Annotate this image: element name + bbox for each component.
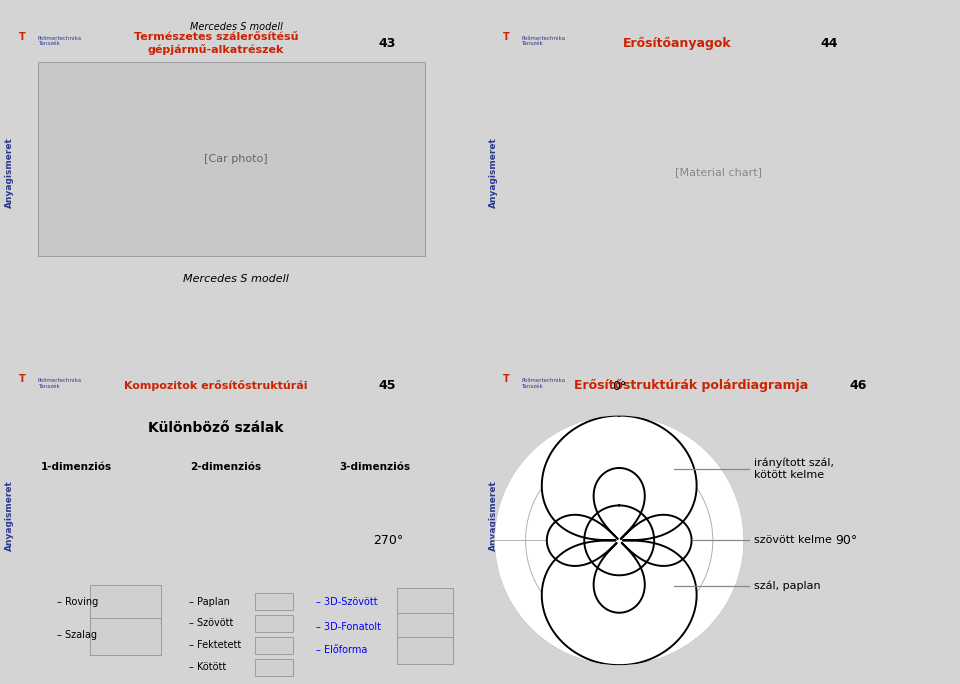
Text: szál, paplan: szál, paplan <box>754 581 820 591</box>
Text: Polimertechnika
Tanszék: Polimertechnika Tanszék <box>37 378 82 389</box>
Bar <box>89 618 160 655</box>
Text: [Material chart]: [Material chart] <box>675 168 761 177</box>
Text: T: T <box>19 374 26 384</box>
Text: Anyagismeret: Anyagismeret <box>489 480 497 551</box>
Text: – Szalag: – Szalag <box>57 630 97 640</box>
Polygon shape <box>541 416 697 665</box>
Text: – 3D-Fonatolt: – 3D-Fonatolt <box>317 622 381 632</box>
Text: T: T <box>503 32 510 42</box>
Text: – Paplan: – Paplan <box>189 596 229 607</box>
Polygon shape <box>547 468 691 613</box>
Text: Különböző szálak: Különböző szálak <box>148 421 284 435</box>
Bar <box>255 637 293 654</box>
Text: Polimertechnika
Tanszék: Polimertechnika Tanszék <box>521 378 565 389</box>
Polygon shape <box>585 505 654 575</box>
Text: Erősítőstruktúrák polárdiagramja: Erősítőstruktúrák polárdiagramja <box>574 379 808 393</box>
Text: T: T <box>503 374 510 384</box>
Text: 0°: 0° <box>612 380 626 393</box>
Text: 270°: 270° <box>372 534 403 547</box>
Text: 45: 45 <box>378 379 396 393</box>
Bar <box>89 585 160 622</box>
Bar <box>255 593 293 610</box>
Text: – Fektetett: – Fektetett <box>189 640 241 650</box>
Text: 46: 46 <box>849 379 867 393</box>
Text: 3-dimenziós: 3-dimenziós <box>339 462 410 472</box>
Text: 44: 44 <box>820 37 838 51</box>
Text: Anyagismeret: Anyagismeret <box>5 137 14 208</box>
Bar <box>37 62 425 256</box>
Bar <box>255 659 293 676</box>
Bar <box>396 637 453 663</box>
Text: – 3D-Szövött: – 3D-Szövött <box>317 596 378 607</box>
Text: T: T <box>19 32 26 42</box>
Text: 2-dimenziós: 2-dimenziós <box>190 462 261 472</box>
Bar <box>255 615 293 632</box>
Text: Mercedes S modell: Mercedes S modell <box>183 274 289 284</box>
Text: Polimertechnika
Tanszék: Polimertechnika Tanszék <box>37 36 82 47</box>
Text: – Kötött: – Kötött <box>189 662 227 672</box>
Text: Polimertechnika
Tanszék: Polimertechnika Tanszék <box>521 36 565 47</box>
Text: 1-dimenziós: 1-dimenziós <box>41 462 112 472</box>
Text: irányított szál,
kötött kelme: irányított szál, kötött kelme <box>754 458 833 480</box>
Text: Anyagismeret: Anyagismeret <box>489 137 497 208</box>
Text: Mercedes S modell: Mercedes S modell <box>190 22 282 32</box>
Text: 90°: 90° <box>835 534 857 547</box>
Bar <box>396 588 453 615</box>
Text: – Roving: – Roving <box>57 596 98 607</box>
Text: 43: 43 <box>378 37 396 51</box>
Text: [Car photo]: [Car photo] <box>204 154 268 164</box>
Bar <box>396 614 453 640</box>
Text: Anyagismeret: Anyagismeret <box>5 480 14 551</box>
Text: Erősítőanyagok: Erősítőanyagok <box>622 37 732 51</box>
Text: – Szövött: – Szövött <box>189 618 233 629</box>
Text: Természetes szálerősítésű
gépjármű-alkatrészek: Természetes szálerősítésű gépjármű-alkat… <box>133 32 299 55</box>
Text: – Előforma: – Előforma <box>317 645 368 655</box>
Text: szövött kelme: szövött kelme <box>754 536 831 545</box>
Text: Kompozitok erősítőstruktúrái: Kompozitok erősítőstruktúrái <box>124 380 308 391</box>
